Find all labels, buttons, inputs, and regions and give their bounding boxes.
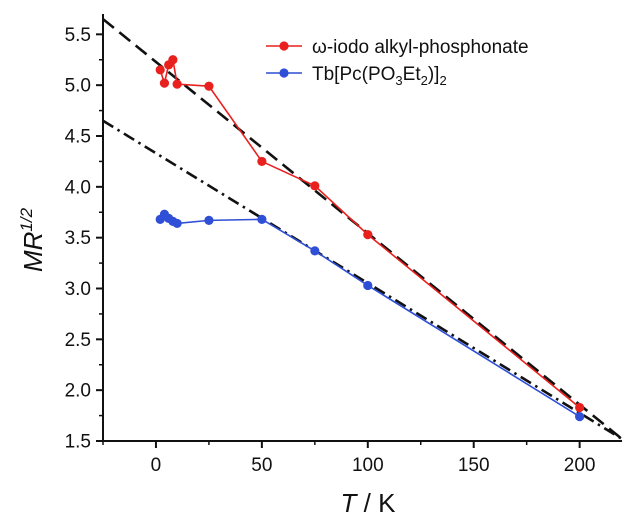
y-tick-label: 5.5 <box>65 25 91 46</box>
series-1 <box>155 55 585 413</box>
x-axis-title: T / K <box>341 488 397 518</box>
fit-lines <box>102 18 623 441</box>
series-1-point <box>172 79 182 89</box>
series-1-point <box>257 156 267 167</box>
legend-label-2: Tb[Pc(PO3Et2)]2 <box>312 64 447 88</box>
fit-line-2 <box>102 119 623 441</box>
y-tick-label: 2.5 <box>65 330 91 351</box>
series-2-point <box>363 280 373 291</box>
series-1-point <box>310 181 320 191</box>
series-2-point <box>310 246 320 256</box>
data-series <box>155 55 585 422</box>
series-1-point <box>155 65 165 75</box>
series-1-point <box>575 402 585 413</box>
series-2 <box>155 209 585 422</box>
y-tick-label: 1.5 <box>65 432 91 453</box>
series-2-point <box>257 214 267 224</box>
series-2-point <box>204 215 214 225</box>
y-axis-title: MR1/2 <box>17 207 48 272</box>
x-tick-label: 200 <box>564 455 596 476</box>
legend: ω-iodo alkyl-phosphonate Tb[Pc(PO3Et2)]2 <box>266 37 529 88</box>
fit-line-1 <box>102 18 623 440</box>
legend-entry-2: Tb[Pc(PO3Et2)]2 <box>266 64 447 88</box>
x-tick-label: 0 <box>151 455 162 476</box>
legend-swatch-marker <box>279 41 289 51</box>
series-2-point <box>575 412 585 422</box>
series-2-line <box>159 213 581 418</box>
legend-swatch-marker <box>279 68 289 78</box>
series-2-point <box>172 218 182 229</box>
x-tick-label: 150 <box>458 455 490 476</box>
series-1-point <box>204 81 214 91</box>
series-1-point <box>363 230 373 240</box>
y-tick-label: 3.5 <box>65 228 91 249</box>
series-1-line <box>159 57 581 409</box>
y-tick-label: 5.0 <box>65 76 91 97</box>
axes: 0 50 100 150 200 1.5 2.0 2.5 3.0 3.5 4.0 4.5 5.0 5.5 <box>65 14 622 476</box>
y-tick-label: 4.5 <box>65 127 91 148</box>
y-tick-label: 4.0 <box>65 177 91 198</box>
x-tick-label: 50 <box>251 455 272 476</box>
series-1-point <box>168 55 178 65</box>
series-1-point <box>159 78 170 88</box>
legend-label-1: ω-iodo alkyl-phosphonate <box>312 37 529 58</box>
x-tick-label: 100 <box>352 455 384 476</box>
y-tick-label: 2.0 <box>65 381 91 402</box>
y-tick-label: 3.0 <box>65 279 91 300</box>
legend-entry-1: ω-iodo alkyl-phosphonate <box>266 37 529 58</box>
